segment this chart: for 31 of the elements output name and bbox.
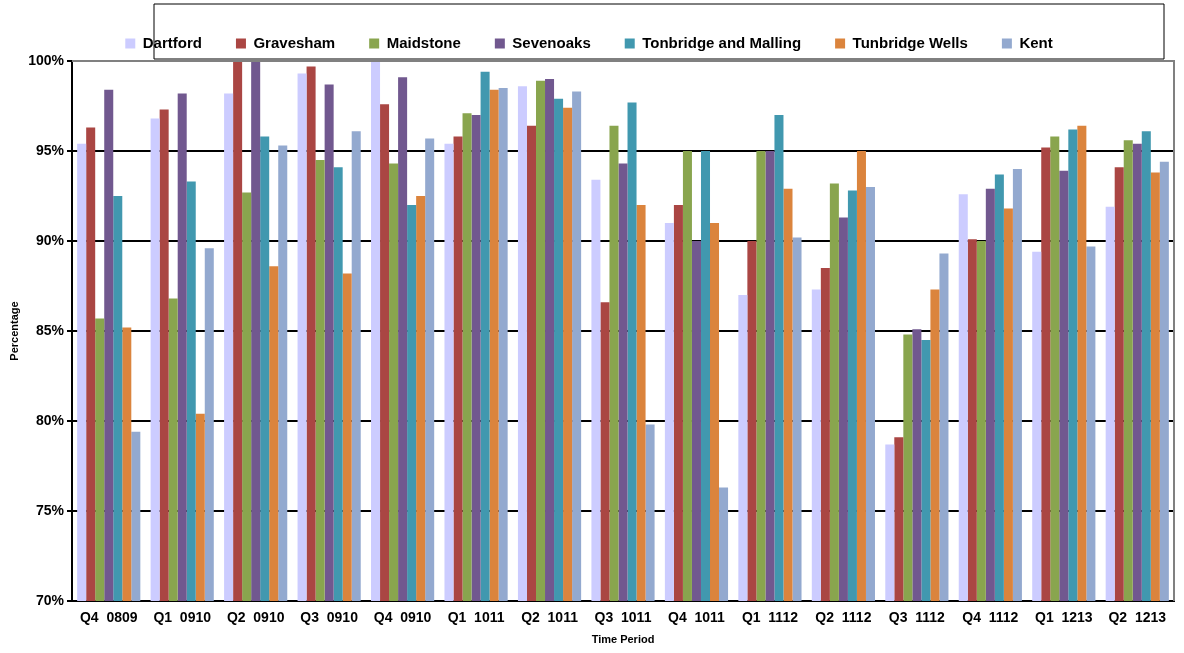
y-tick-label: 70% [35,591,65,608]
x-tick-label: Q2 1213 [1108,609,1167,626]
x-tick-label: Q1 1213 [1035,609,1093,626]
x-tick-label: Q3 0910 [300,609,359,626]
x-tick-label: Q4 0910 [373,609,432,626]
x-tick-label: Q2 1112 [815,609,872,626]
x-tick-label: Q4 0809 [79,609,138,626]
x-axis-title: Time Period [591,633,655,646]
y-tick-label: 85% [35,321,65,338]
y-tick-label: 75% [35,501,65,518]
y-axis-title: Percentage [7,301,20,361]
legend-label: Sevenoaks [512,33,591,51]
x-tick-label: Q1 1112 [741,609,799,626]
legend-label: Tunbridge Wells [852,33,968,51]
legend-label: Kent [1019,33,1053,51]
y-tick-label: 95% [35,141,65,158]
x-tick-label: Q4 1112 [962,609,1019,626]
x-tick-label: Q2 0910 [226,609,285,626]
x-tick-label: Q3 1011 [594,609,652,626]
x-tick-label: Q1 0910 [153,609,212,626]
legend-label: Tonbridge and Malling [642,33,802,51]
y-tick-label: 90% [35,231,65,248]
y-tick-label: 80% [35,411,65,428]
x-tick-label: Q3 1112 [888,609,946,626]
legend-label: Dartford [142,33,202,51]
legend-label: Maidstone [386,33,461,51]
x-tick-label: Q4 1011 [668,609,726,626]
y-tick-label: 100% [28,51,65,68]
x-tick-label: Q2 1011 [521,609,579,626]
x-tick-label: Q1 1011 [447,609,505,626]
legend-label: Gravesham [253,33,336,51]
